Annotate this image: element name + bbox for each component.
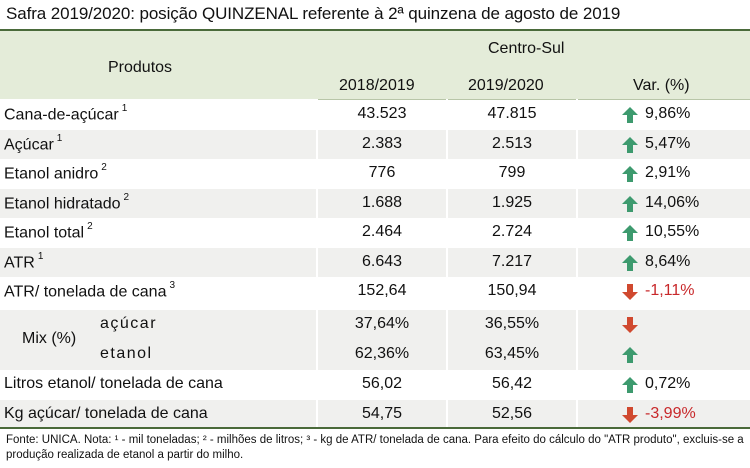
row-label: Litros etanol/ tonelada de cana (4, 375, 223, 393)
mix-etanol-label: etanol (100, 345, 153, 362)
header-col-2018-2019: 2018/2019 (339, 77, 415, 94)
arrow-down-icon (622, 284, 638, 300)
cell-2018-2019: 1.688 (361, 193, 403, 211)
row-label-text: Cana-de-açúcar (4, 106, 119, 124)
arrow-up-icon (622, 377, 638, 393)
cell-var: 8,64% (645, 252, 691, 270)
cell-2019-2020: 47.815 (487, 105, 537, 122)
row-note-ref: 1 (121, 103, 128, 114)
cell-2018-2019: 2.464 (361, 223, 403, 240)
header-produtos: Produtos (108, 59, 173, 76)
arrow-down-icon (622, 317, 638, 333)
cell-2018-2019: 776 (368, 164, 396, 181)
row-label-text: ATR/ tonelada de cana (4, 283, 167, 301)
cell-var: 5,47% (645, 134, 691, 152)
row-label: Etanol total 2 (4, 221, 93, 242)
table-row: Açúcar 1 2.383 2.513 5,47% (0, 129, 750, 159)
mix-label: Mix (%) (22, 330, 77, 347)
cell-2019-2020: 52,56 (491, 404, 533, 422)
arrow-up-icon (622, 225, 638, 241)
cell-var: -1,11% (645, 282, 695, 299)
arrow-down-icon (622, 406, 638, 423)
table-row: ATR/ tonelada de cana 3 152,64 150,94 -1,11% (0, 277, 750, 306)
arrow-up-icon (622, 107, 638, 123)
row-label-text: Kg açúcar/ tonelada de cana (4, 404, 208, 422)
cell-2019-2020: 2.513 (491, 134, 533, 152)
row-label-text: Etanol anidro (4, 165, 99, 183)
arrow-up-icon (622, 195, 638, 212)
cell-2019-2020: 2.724 (491, 223, 533, 240)
mix-etanol-2018-2019: 62,36% (354, 345, 410, 362)
arrow-up-icon (622, 254, 638, 271)
table-row: Etanol hidratado 2 1.688 1.925 14,06% (0, 188, 750, 218)
cell-2019-2020: 150,94 (487, 282, 537, 299)
cell-2019-2020: 56,42 (491, 375, 533, 392)
cell-var: 9,86% (645, 105, 691, 122)
row-label-text: Açúcar (4, 135, 54, 153)
cell-2019-2020: 1.925 (491, 193, 533, 211)
table-row: Litros etanol/ tonelada de cana 56,02 56,4… (0, 370, 750, 399)
row-label: Etanol anidro 2 (4, 162, 107, 183)
table-row: ATR 1 6.643 7.217 8,64% (0, 247, 750, 277)
row-note-ref: 1 (37, 250, 44, 262)
mix-block: Mix (%) açúcar 37,64% 36,55% etanol 62,3… (0, 310, 750, 370)
top-rule (0, 29, 750, 31)
cell-2018-2019: 152,64 (357, 282, 407, 299)
row-label-text: ATR (4, 253, 35, 271)
row-label: ATR 1 (4, 250, 44, 272)
row-label-text: Litros etanol/ tonelada de cana (4, 375, 223, 392)
row-label: Açúcar 1 (4, 132, 63, 154)
cell-var: 10,55% (645, 223, 700, 240)
cell-2019-2020: 799 (498, 164, 526, 181)
cell-2018-2019: 54,75 (361, 404, 403, 422)
row-label: Cana-de-açúcar 1 (4, 103, 128, 124)
cell-2018-2019: 2.383 (361, 134, 403, 152)
mix-acucar-2019-2020: 36,55% (484, 315, 540, 332)
cell-2018-2019: 6.643 (361, 252, 403, 270)
row-label: Kg açúcar/ tonelada de cana (4, 405, 208, 423)
mix-etanol-2019-2020: 63,45% (484, 345, 540, 362)
header-divider (318, 99, 750, 100)
cell-var: -3,99% (645, 404, 696, 422)
arrow-up-icon (622, 347, 638, 363)
header-col-var: Var. (%) (633, 77, 690, 94)
bottom-rule (0, 427, 750, 429)
row-note-ref: 2 (101, 162, 107, 173)
mix-acucar-2018-2019: 37,64% (354, 315, 410, 332)
table-row: Cana-de-açúcar 1 43.523 47.815 9,86% (0, 100, 750, 129)
table-header: Produtos Centro-Sul 2018/2019 2019/2020 … (0, 31, 750, 100)
row-note-ref: 2 (87, 221, 93, 232)
mix-acucar-label: açúcar (100, 315, 158, 332)
cell-2018-2019: 56,02 (361, 375, 403, 392)
cell-2018-2019: 43.523 (357, 105, 407, 122)
column-separator (316, 99, 318, 427)
arrow-up-icon (622, 166, 638, 182)
arrow-up-icon (622, 136, 638, 153)
cell-var: 2,91% (645, 164, 691, 181)
row-note-ref: 2 (123, 191, 130, 203)
header-region: Centro-Sul (488, 40, 565, 57)
column-separator (446, 99, 448, 427)
table-row: Kg açúcar/ tonelada de cana 54,75 52,56 -3,… (0, 399, 750, 429)
cell-2019-2020: 7.217 (491, 252, 533, 270)
page-title: Safra 2019/2020: posição QUINZENAL refer… (6, 4, 621, 23)
row-note-ref: 1 (56, 132, 63, 144)
row-label: Etanol hidratado 2 (4, 191, 130, 213)
table-row: Etanol anidro 2 776 799 2,91% (0, 159, 750, 188)
cell-var: 14,06% (645, 193, 700, 211)
row-label-text: Etanol hidratado (4, 194, 121, 212)
row-note-ref: 3 (169, 280, 176, 291)
row-label-text: Etanol total (4, 224, 85, 242)
cell-var: 0,72% (645, 375, 691, 392)
header-col-2019-2020: 2019/2020 (468, 77, 544, 94)
column-separator (576, 99, 578, 427)
table-row: Etanol total 2 2.464 2.724 10,55% (0, 218, 750, 247)
row-label: ATR/ tonelada de cana 3 (4, 280, 176, 301)
footnote: Fonte: UNICA. Nota: ¹ - mil toneladas; ²… (6, 434, 744, 461)
